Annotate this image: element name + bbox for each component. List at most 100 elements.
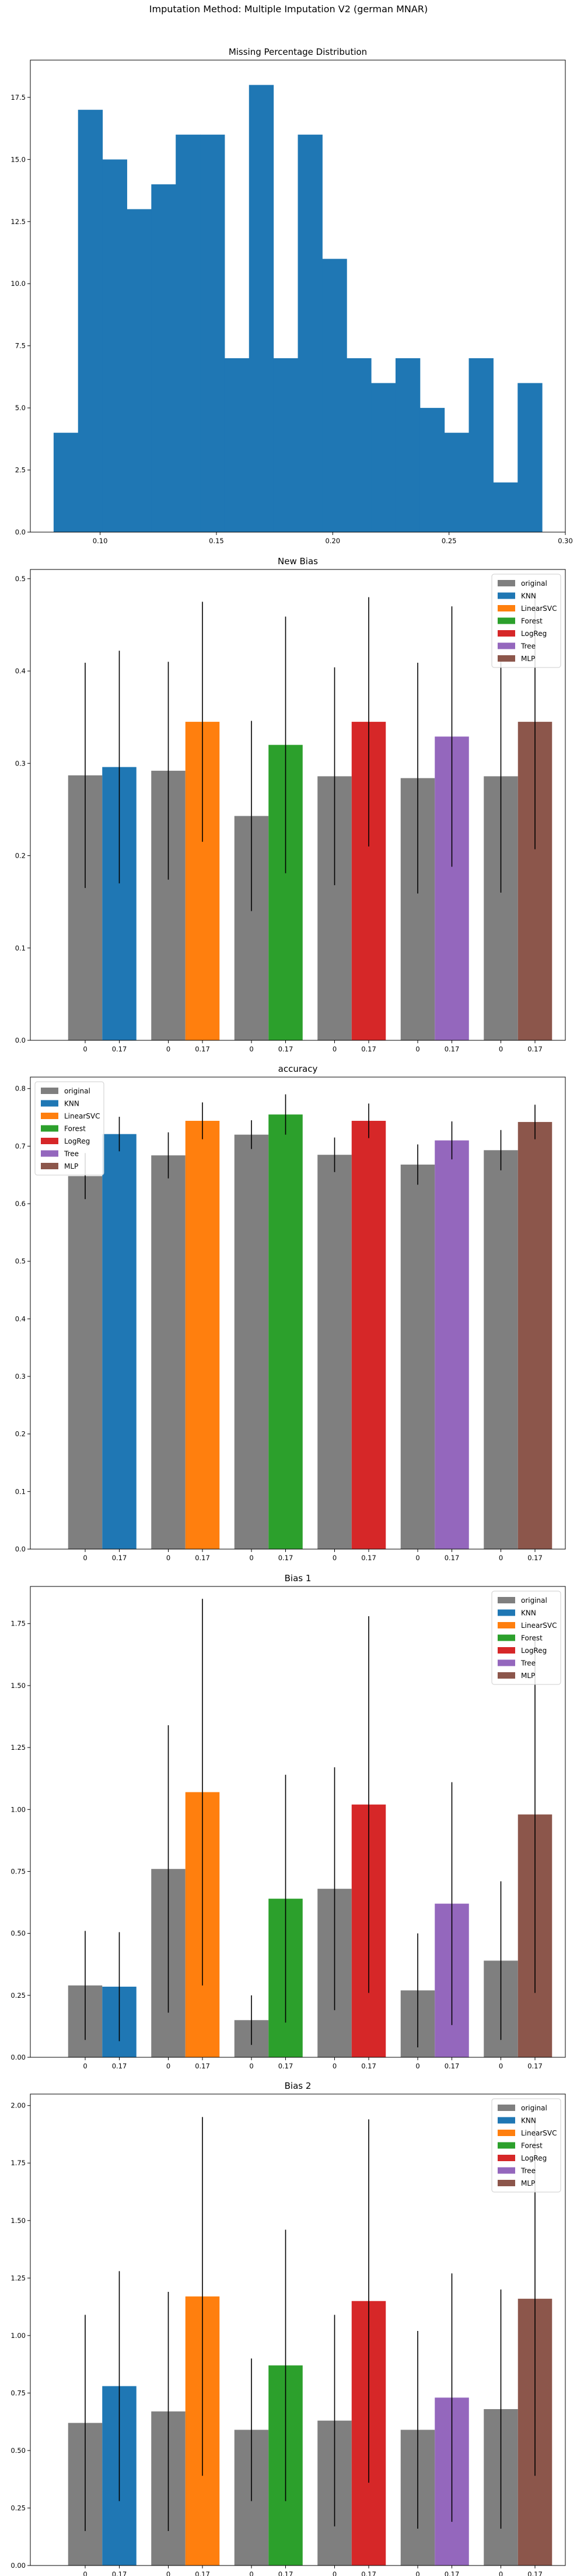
bar-original: [68, 1176, 103, 1549]
legend-label: MLP: [64, 1162, 78, 1170]
legend-swatch: [498, 2155, 515, 2161]
legend-swatch: [41, 1125, 58, 1132]
y-tick-label: 0.2: [15, 1430, 26, 1438]
x-tick-label: 0.17: [527, 2570, 543, 2576]
legend-swatch: [41, 1088, 58, 1094]
chart-title: accuracy: [278, 1064, 318, 1074]
y-tick-label: 17.5: [11, 93, 26, 102]
x-tick-label: 0.17: [195, 1554, 210, 1562]
y-tick-label: 1.00: [11, 2332, 26, 2340]
y-tick-label: 12.5: [11, 218, 26, 226]
legend-swatch: [41, 1150, 58, 1157]
histogram-bar: [322, 258, 347, 532]
y-tick-label: 0.7: [15, 1142, 26, 1150]
x-tick-label: 0.17: [445, 2062, 460, 2070]
x-tick-label: 0: [249, 1554, 253, 1562]
y-tick-label: 0.1: [15, 1487, 26, 1495]
x-tick-label: 0.15: [209, 537, 224, 545]
x-tick-label: 0.17: [445, 1554, 460, 1562]
x-tick-label: 0: [415, 2062, 419, 2070]
legend-swatch: [498, 2117, 515, 2124]
bar-original: [317, 1155, 352, 1549]
legend-label: Tree: [64, 1150, 79, 1158]
histogram-bar: [493, 482, 518, 532]
chart-title: New Bias: [278, 556, 318, 567]
bar-original: [484, 1150, 518, 1549]
x-tick-label: 0.17: [112, 2570, 127, 2576]
x-tick-label: 0.17: [195, 1045, 210, 1053]
y-tick-label: 0.5: [15, 575, 26, 583]
histogram-bar: [78, 110, 103, 532]
histogram-bar: [298, 134, 323, 533]
histogram-bar: [102, 159, 127, 532]
x-tick-label: 0: [415, 1554, 419, 1562]
axes-frame: [30, 60, 566, 533]
y-tick-label: 0.5: [15, 1257, 26, 1266]
legend-swatch: [498, 1672, 515, 1679]
y-tick-label: 1.00: [11, 1805, 26, 1813]
y-tick-label: 0.2: [15, 852, 26, 860]
x-tick-label: 0: [249, 2570, 253, 2576]
x-tick-label: 0: [333, 1045, 337, 1053]
bar-forest: [268, 1114, 303, 1549]
histogram-bar: [127, 209, 152, 532]
y-tick-label: 0.25: [11, 1991, 26, 2000]
legend-label: original: [64, 1087, 90, 1095]
x-tick-label: 0: [83, 1554, 87, 1562]
legend-label: LogReg: [64, 1137, 90, 1145]
histogram-bar: [347, 358, 372, 532]
x-tick-label: 0.17: [278, 2570, 293, 2576]
legend-swatch: [498, 2105, 515, 2111]
x-tick-label: 0: [499, 2570, 503, 2576]
x-tick-label: 0: [333, 1554, 337, 1562]
legend-label: original: [521, 1596, 547, 1605]
y-tick-label: 0.6: [15, 1200, 26, 1208]
legend-label: KNN: [521, 2117, 536, 2125]
histogram-bar: [224, 358, 250, 532]
bar-original: [234, 1134, 269, 1549]
x-tick-label: 0: [499, 1045, 503, 1053]
x-tick-label: 0.17: [112, 1554, 127, 1562]
histogram-bar: [53, 432, 79, 532]
y-tick-label: 0.25: [11, 2504, 26, 2512]
y-tick-label: 1.50: [11, 2217, 26, 2225]
y-tick-label: 0.0: [15, 1036, 26, 1044]
histogram-bar: [517, 383, 543, 532]
chart-panel-3: Bias 1 0 0.17 0 0.17 0 0.17 0 0.17 0 0.17 0 0.17 0.00…: [11, 1573, 566, 2070]
legend-label: original: [521, 579, 547, 588]
legend-label: Tree: [520, 642, 536, 651]
y-tick-label: 1.75: [11, 2159, 26, 2167]
x-tick-label: 0.17: [527, 1554, 543, 1562]
chart-title: Bias 1: [285, 1573, 312, 1584]
legend-label: MLP: [521, 655, 535, 663]
legend-label: KNN: [521, 1609, 536, 1617]
y-tick-label: 0.50: [11, 2446, 26, 2455]
legend-label: Tree: [520, 2167, 536, 2175]
histogram-bar: [444, 432, 470, 532]
x-tick-label: 0.20: [325, 537, 340, 545]
legend-swatch: [498, 2167, 515, 2174]
bar-mlp: [517, 1121, 552, 1549]
legend-label: KNN: [64, 1100, 79, 1108]
legend-swatch: [498, 580, 515, 586]
legend-label: Forest: [521, 1634, 543, 1642]
x-tick-label: 0: [166, 2062, 170, 2070]
histogram-bar: [249, 85, 274, 532]
legend-swatch: [41, 1113, 58, 1119]
histogram-bar: [468, 358, 494, 532]
x-tick-label: 0.17: [112, 2062, 127, 2070]
legend-label: LogReg: [521, 1647, 547, 1655]
histogram-bar: [176, 134, 201, 533]
x-tick-label: 0.25: [442, 537, 457, 545]
axes-frame: [30, 1076, 566, 1550]
legend-label: LogReg: [521, 2154, 547, 2162]
y-tick-label: 2.5: [15, 466, 26, 474]
y-tick-label: 0.8: [15, 1085, 26, 1093]
y-tick-label: 0.00: [11, 2053, 26, 2061]
bar-linearsvc: [185, 1120, 220, 1549]
legend-swatch: [498, 617, 515, 624]
x-tick-label: 0: [83, 1045, 87, 1053]
legend-swatch: [498, 1659, 515, 1666]
legend-swatch: [498, 1609, 515, 1616]
